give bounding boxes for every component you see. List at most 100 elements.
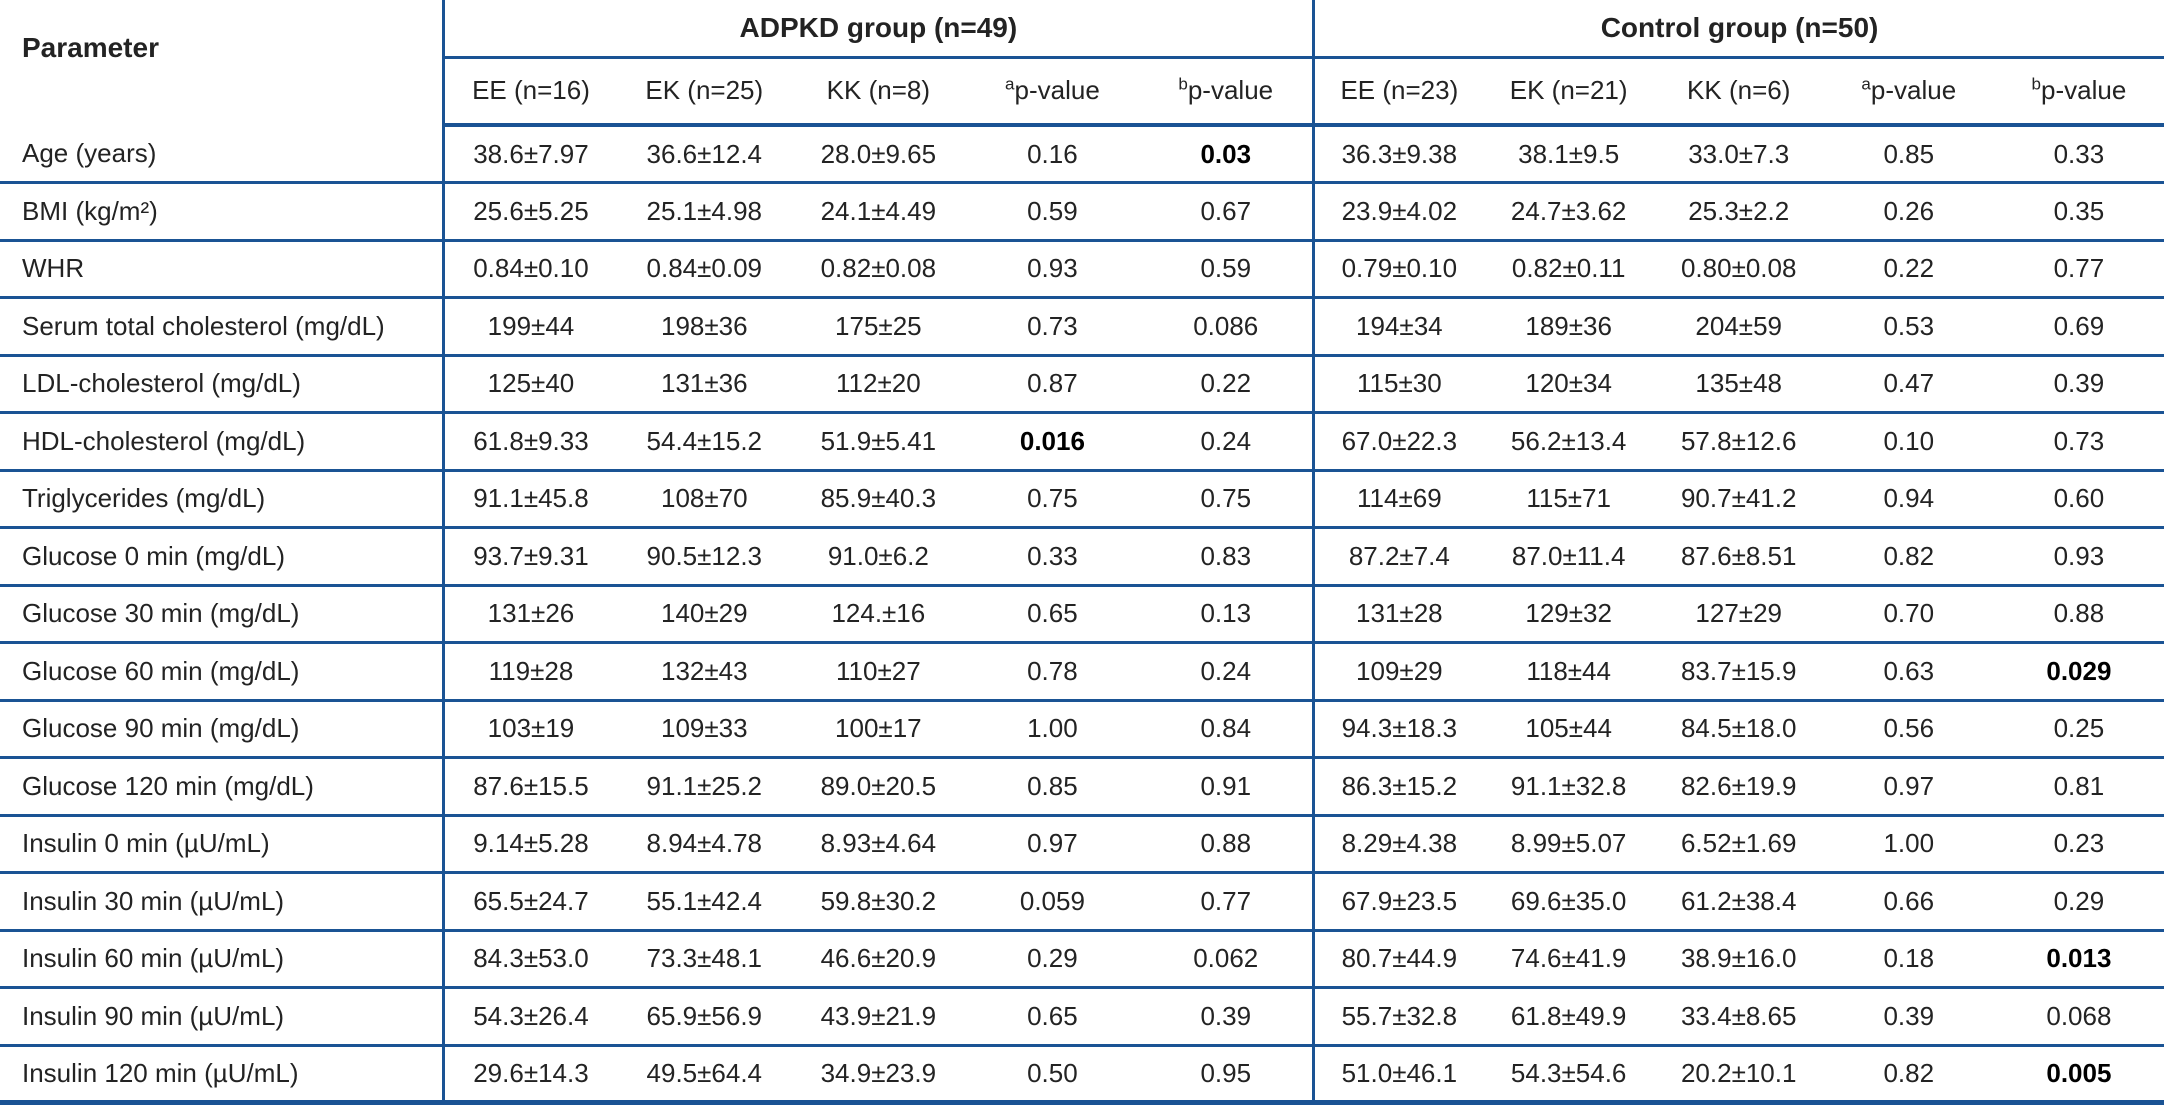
cell-value: 110±27	[791, 642, 966, 702]
cell-value: 0.29	[965, 930, 1140, 989]
table-row: Glucose 120 min (mg/dL) 87.6±15.5 91.1±25.…	[0, 757, 2164, 817]
cell-value: 0.059	[965, 872, 1140, 932]
cell-value: 0.95	[1139, 1045, 1314, 1105]
cell-value: 0.77	[1993, 240, 2164, 299]
cell-value: 132±43	[617, 642, 792, 702]
cell-value: 8.93±4.64	[791, 815, 966, 874]
cell-value: 0.97	[965, 815, 1140, 874]
cell-value: 140±29	[617, 585, 792, 644]
cell-value: 25.1±4.98	[617, 182, 792, 242]
cell-value: 0.39	[1139, 987, 1314, 1047]
cell-value: 43.9±21.9	[791, 987, 966, 1047]
table-row: Insulin 0 min (µU/mL) 9.14±5.28 8.94±4.78 8…	[0, 815, 2164, 874]
cell-value: 55.1±42.4	[617, 872, 792, 932]
table-row: Insulin 90 min (µU/mL) 54.3±26.4 65.9±56.9…	[0, 987, 2164, 1047]
cell-value: 119±28	[441, 642, 618, 702]
cell-value: 118±44	[1483, 642, 1654, 702]
cell-value: 115±71	[1483, 470, 1654, 529]
control-ek-column-header: EK (n=21)	[1483, 57, 1654, 127]
cell-value: 0.66	[1823, 872, 1994, 932]
cell-value: 87.6±8.51	[1653, 527, 1824, 587]
cell-value: 25.6±5.25	[441, 182, 618, 242]
cell-value: 112±20	[791, 355, 966, 414]
cell-value: 0.18	[1823, 930, 1994, 989]
cell-value: 36.3±9.38	[1312, 125, 1484, 184]
cell-value: 91.1±45.8	[441, 470, 618, 529]
cell-value: 0.23	[1993, 815, 2164, 874]
cell-value: 91.1±32.8	[1483, 757, 1654, 817]
cell-value: 0.80±0.08	[1653, 240, 1824, 299]
cell-value: 24.7±3.62	[1483, 182, 1654, 242]
cell-value: 198±36	[617, 297, 792, 357]
cell-value: 0.24	[1139, 412, 1314, 472]
cell-value: 90.7±41.2	[1653, 470, 1824, 529]
cell-value: 120±34	[1483, 355, 1654, 414]
row-parameter-label: Glucose 0 min (mg/dL)	[0, 527, 444, 587]
cell-value: 34.9±23.9	[791, 1045, 966, 1105]
cell-value: 0.93	[965, 240, 1140, 299]
cell-value: 61.8±49.9	[1483, 987, 1654, 1047]
cell-value: 0.79±0.10	[1312, 240, 1484, 299]
cell-value: 46.6±20.9	[791, 930, 966, 989]
cell-value: 0.77	[1139, 872, 1314, 932]
row-parameter-label: HDL-cholesterol (mg/dL)	[0, 412, 444, 472]
cell-value: 33.4±8.65	[1653, 987, 1824, 1047]
row-parameter-label: LDL-cholesterol (mg/dL)	[0, 355, 444, 414]
cell-value: 0.87	[965, 355, 1140, 414]
cell-value: 0.22	[1139, 355, 1314, 414]
cell-value: 0.88	[1139, 815, 1314, 874]
cell-value: 0.029	[1993, 642, 2164, 702]
row-parameter-label: Insulin 90 min (µU/mL)	[0, 987, 444, 1047]
row-parameter-label: WHR	[0, 240, 444, 299]
cell-value: 0.59	[1139, 240, 1314, 299]
superscript-b: b	[2031, 74, 2041, 94]
adpkd-bpvalue-column-header: bp-value	[1139, 57, 1314, 127]
subcolumn-header-row: EE (n=16) EK (n=25) KK (n=8) ap-value bp…	[0, 57, 2164, 127]
cell-value: 131±26	[441, 585, 618, 644]
cell-value: 0.82±0.08	[791, 240, 966, 299]
cell-value: 204±59	[1653, 297, 1824, 357]
table-row: Insulin 120 min (µU/mL) 29.6±14.3 49.5±64.…	[0, 1045, 2164, 1105]
cell-value: 0.75	[1139, 470, 1314, 529]
cell-value: 0.13	[1139, 585, 1314, 644]
cell-value: 0.70	[1823, 585, 1994, 644]
cell-value: 0.39	[1823, 987, 1994, 1047]
cell-value: 38.9±16.0	[1653, 930, 1824, 989]
cell-value: 100±17	[791, 700, 966, 759]
cell-value: 0.67	[1139, 182, 1314, 242]
cell-value: 0.35	[1993, 182, 2164, 242]
cell-value: 38.6±7.97	[441, 125, 618, 184]
cell-value: 51.0±46.1	[1312, 1045, 1484, 1105]
cell-value: 23.9±4.02	[1312, 182, 1484, 242]
control-kk-column-header: KK (n=6)	[1653, 57, 1824, 127]
adpkd-ee-column-header: EE (n=16)	[441, 57, 618, 127]
cell-value: 0.73	[1993, 412, 2164, 472]
cell-value: 38.1±9.5	[1483, 125, 1654, 184]
cell-value: 0.82	[1823, 527, 1994, 587]
row-parameter-label: Glucose 60 min (mg/dL)	[0, 642, 444, 702]
cell-value: 0.22	[1823, 240, 1994, 299]
cell-value: 127±29	[1653, 585, 1824, 644]
cell-value: 8.94±4.78	[617, 815, 792, 874]
cell-value: 87.2±7.4	[1312, 527, 1484, 587]
cell-value: 105±44	[1483, 700, 1654, 759]
cell-value: 61.2±38.4	[1653, 872, 1824, 932]
cell-value: 194±34	[1312, 297, 1484, 357]
cell-value: 0.82±0.11	[1483, 240, 1654, 299]
cell-value: 91.0±6.2	[791, 527, 966, 587]
cell-value: 91.1±25.2	[617, 757, 792, 817]
cell-value: 54.3±54.6	[1483, 1045, 1654, 1105]
cell-value: 84.5±18.0	[1653, 700, 1824, 759]
table-row: Insulin 60 min (µU/mL) 84.3±53.0 73.3±48.1…	[0, 930, 2164, 989]
cell-value: 189±36	[1483, 297, 1654, 357]
cell-value: 103±19	[441, 700, 618, 759]
cell-value: 0.60	[1993, 470, 2164, 529]
cell-value: 124.±16	[791, 585, 966, 644]
cell-value: 6.52±1.69	[1653, 815, 1824, 874]
cell-value: 90.5±12.3	[617, 527, 792, 587]
control-ee-column-header: EE (n=23)	[1312, 57, 1484, 127]
cell-value: 54.4±15.2	[617, 412, 792, 472]
cell-value: 0.062	[1139, 930, 1314, 989]
cell-value: 0.39	[1993, 355, 2164, 414]
adpkd-ek-column-header: EK (n=25)	[617, 57, 792, 127]
